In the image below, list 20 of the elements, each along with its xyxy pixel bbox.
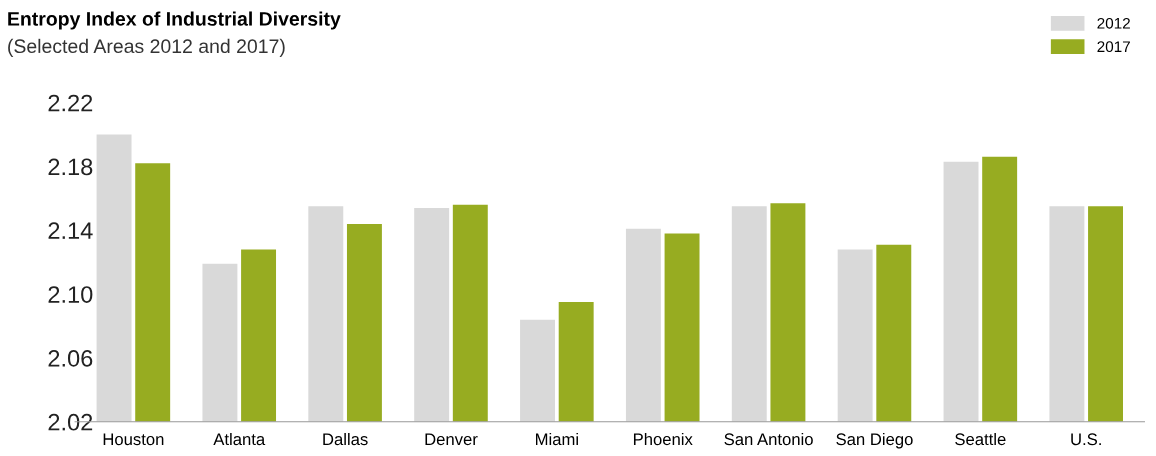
- x-tick-label: Phoenix: [633, 432, 693, 446]
- y-tick-label: 2.06: [48, 350, 93, 367]
- x-tick-label: Atlanta: [213, 432, 266, 446]
- x-tick-label: Denver: [425, 433, 478, 446]
- y-tick-label: 2.10: [48, 286, 93, 303]
- y-tick-label: 2.02: [48, 413, 93, 431]
- x-tick-label: U.S.: [1071, 433, 1101, 446]
- x-tick-label: San Diego: [836, 432, 913, 449]
- x-tick-label: Miami: [536, 432, 578, 446]
- x-tick-label: San Antonio: [724, 432, 813, 446]
- x-tick-label: Dallas: [323, 432, 368, 446]
- chart-subtitle: (Selected Areas 2012 and 2017): [8, 38, 285, 57]
- legend-label: 2017: [1097, 41, 1130, 53]
- x-tick-label: Seattle: [955, 432, 1006, 446]
- legend-label: 2012: [1097, 17, 1130, 29]
- y-tick-label: 2.22: [48, 94, 93, 112]
- y-tick-label: 2.14: [48, 222, 93, 239]
- y-tick-label: 2.18: [48, 158, 93, 176]
- chart-title: Entropy Index of Industrial Diversity: [8, 11, 341, 30]
- x-tick-label: Houston: [103, 433, 164, 446]
